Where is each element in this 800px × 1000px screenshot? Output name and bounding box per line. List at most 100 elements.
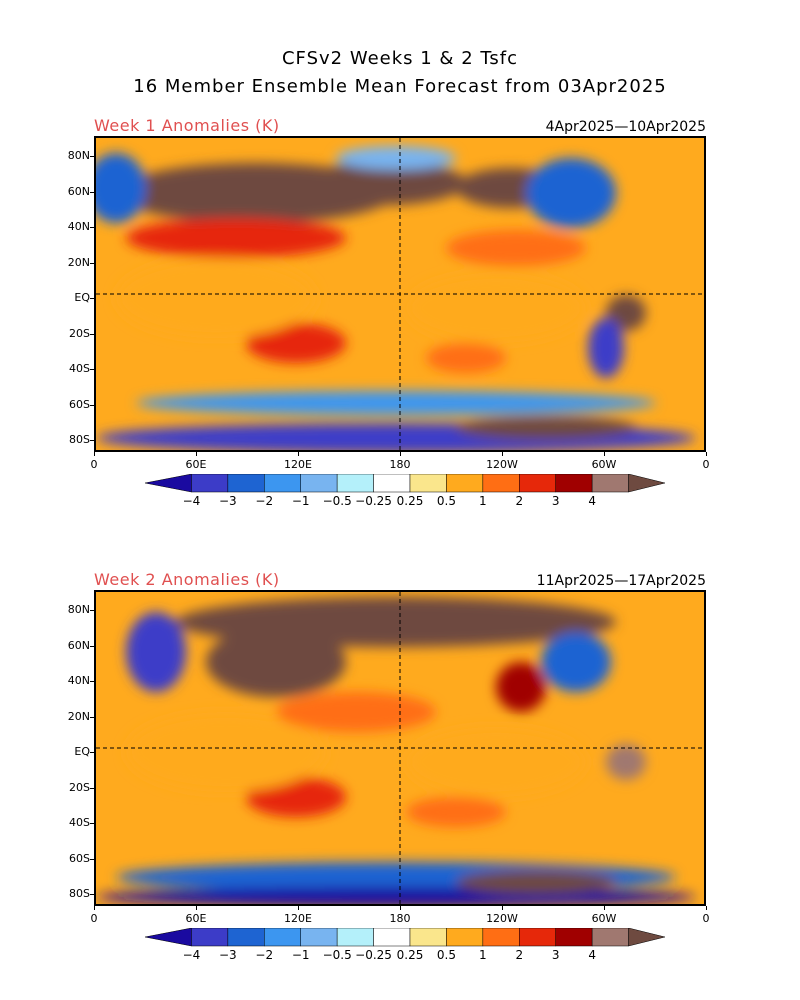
colorbar-label: −1 xyxy=(291,494,310,508)
main-subtitle: 16 Member Ensemble Mean Forecast from 03… xyxy=(133,76,667,97)
anomaly-region xyxy=(336,146,456,170)
lat-tick xyxy=(90,681,94,682)
lat-tick xyxy=(90,333,94,335)
anomaly-region xyxy=(456,870,616,894)
lat-tick xyxy=(90,787,94,789)
colorbar-label: 4 xyxy=(588,494,596,508)
colorbar-swatch xyxy=(191,473,229,493)
lon-tick xyxy=(706,452,707,456)
lon-tick xyxy=(604,452,605,456)
anomaly-region xyxy=(246,323,346,363)
lat-label: 20N xyxy=(67,709,90,723)
lon-label: 0 xyxy=(90,458,98,471)
lat-tick xyxy=(90,191,94,193)
lat-label: 80N xyxy=(67,149,90,162)
colorbar-swatch xyxy=(300,927,338,947)
colorbar-label: −2 xyxy=(255,494,274,508)
lat-label: 20N xyxy=(67,255,90,269)
lat-label: 60S xyxy=(69,851,90,865)
lon-tick xyxy=(94,906,95,910)
panel-2-colorbar: −4 −3 −2 −1 −0.5 −0.25 0.25 0.5 1 2 3 4 xyxy=(144,927,666,962)
lat-label: 60N xyxy=(67,638,90,652)
lat-label: 40S xyxy=(69,362,90,375)
lon-label: 120E xyxy=(284,458,312,471)
colorbar-label: 0.5 xyxy=(436,494,456,508)
lon-tick xyxy=(196,906,197,910)
colorbar-label: −0.25 xyxy=(355,948,392,962)
colorbar-swatch xyxy=(519,473,556,493)
lat-label: 80S xyxy=(69,887,90,900)
colorbar-label: −0.5 xyxy=(322,948,352,962)
anomaly-region xyxy=(588,318,624,378)
colorbar-label: −3 xyxy=(218,494,237,508)
colorbar-swatch xyxy=(555,927,593,947)
lat-label: EQ xyxy=(74,745,90,758)
lat-label: 20S xyxy=(69,780,90,794)
colorbar-swatch xyxy=(446,927,484,947)
colorbar-label: 4 xyxy=(588,948,596,962)
colorbar-swatch xyxy=(336,473,374,493)
lon-label: 180 xyxy=(389,458,411,471)
anomaly-region xyxy=(406,797,506,827)
lat-label: EQ xyxy=(74,291,90,304)
anomaly-region xyxy=(406,727,586,797)
lon-label: 180 xyxy=(389,912,411,925)
anomaly-region xyxy=(426,343,506,373)
colorbar-label: −0.25 xyxy=(355,494,392,508)
lat-label: 20S xyxy=(69,326,90,340)
lat-tick xyxy=(90,369,94,370)
colorbar-label: 1 xyxy=(479,494,487,508)
lon-label: 0 xyxy=(702,458,710,471)
anomaly-region xyxy=(126,612,186,692)
lat-tick xyxy=(90,823,94,824)
colorbar-label: 2 xyxy=(515,494,524,508)
colorbar-swatch xyxy=(373,927,411,947)
colorbar-label: 1 xyxy=(479,948,487,962)
anomaly-region xyxy=(606,744,646,780)
lat-tick xyxy=(90,262,94,264)
colorbar-swatch xyxy=(628,473,666,493)
lat-label: 40N xyxy=(67,674,90,687)
lat-label: 40S xyxy=(69,816,90,829)
lat-tick xyxy=(90,645,94,647)
colorbar-label: −4 xyxy=(182,948,201,962)
lon-tick xyxy=(400,452,401,456)
lon-label: 120E xyxy=(284,912,312,925)
colorbar-swatch xyxy=(409,927,447,947)
panel-2-date-range: 11Apr2025—17Apr2025 xyxy=(536,573,706,589)
panel-1-label: Week 1 Anomalies (K) xyxy=(94,116,280,135)
anomaly-region xyxy=(306,161,466,205)
panel-1-map xyxy=(94,136,706,452)
panel-2-label: Week 2 Anomalies (K) xyxy=(94,570,280,589)
colorbar-swatch xyxy=(409,473,447,493)
lat-label: 40N xyxy=(67,220,90,233)
lat-tick xyxy=(90,298,94,299)
panel-1-colorbar: −4 −3 −2 −1 −0.5 −0.25 0.25 0.5 1 2 3 4 xyxy=(144,473,666,508)
colorbar-swatches xyxy=(144,927,666,947)
colorbar-swatch xyxy=(628,927,666,947)
anomaly-field-1 xyxy=(96,138,704,450)
anomaly-region xyxy=(541,632,611,692)
main-title: CFSv2 Weeks 1 & 2 Tsfc xyxy=(281,48,518,69)
colorbar-label: 0.5 xyxy=(436,948,456,962)
lon-label: 120W xyxy=(486,458,518,471)
colorbar-swatch xyxy=(264,927,301,947)
colorbar-swatch xyxy=(264,473,301,493)
lon-tick xyxy=(298,452,299,456)
colorbar-swatch xyxy=(144,927,192,947)
panel-2-map xyxy=(94,590,706,906)
colorbar-label: −0.5 xyxy=(322,494,352,508)
colorbar-swatch xyxy=(591,473,629,493)
colorbar-label: −2 xyxy=(255,948,274,962)
anomaly-region xyxy=(276,692,436,732)
colorbar-label: −4 xyxy=(182,494,201,508)
anomaly-region xyxy=(606,295,646,331)
colorbar-label: 0.25 xyxy=(396,948,424,962)
colorbar-label: 0.25 xyxy=(396,494,424,508)
lon-tick xyxy=(94,452,95,456)
colorbar-swatch xyxy=(373,473,411,493)
colorbar-swatch xyxy=(191,927,229,947)
colorbar-swatch xyxy=(591,927,629,947)
lat-tick xyxy=(90,752,94,753)
lat-label: 80S xyxy=(69,433,90,446)
